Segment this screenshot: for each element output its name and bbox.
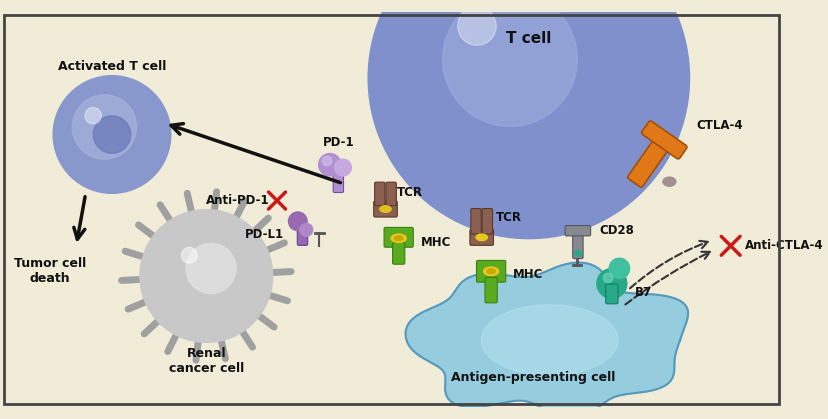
Circle shape xyxy=(94,116,131,153)
Text: TCR: TCR xyxy=(495,211,521,224)
Text: Anti-PD-1: Anti-PD-1 xyxy=(205,194,269,207)
Ellipse shape xyxy=(394,236,402,241)
Text: PD-1: PD-1 xyxy=(322,136,354,149)
Circle shape xyxy=(185,243,236,294)
Circle shape xyxy=(442,0,576,127)
Circle shape xyxy=(368,0,688,238)
Circle shape xyxy=(84,107,101,124)
Ellipse shape xyxy=(662,177,675,186)
Text: Anti-CTLA-4: Anti-CTLA-4 xyxy=(744,239,822,252)
Circle shape xyxy=(181,247,197,263)
Text: MHC: MHC xyxy=(420,236,450,249)
Circle shape xyxy=(457,7,496,45)
Circle shape xyxy=(603,273,612,282)
FancyBboxPatch shape xyxy=(373,201,397,217)
Ellipse shape xyxy=(475,234,487,241)
Ellipse shape xyxy=(391,234,406,243)
Polygon shape xyxy=(480,305,617,375)
Text: Antigen-presenting cell: Antigen-presenting cell xyxy=(450,371,615,384)
FancyBboxPatch shape xyxy=(392,243,404,264)
FancyBboxPatch shape xyxy=(476,261,505,282)
Text: Tumor cell
death: Tumor cell death xyxy=(13,257,86,285)
Ellipse shape xyxy=(486,269,495,274)
Text: Activated T cell: Activated T cell xyxy=(58,60,166,73)
FancyBboxPatch shape xyxy=(572,231,582,259)
FancyBboxPatch shape xyxy=(482,209,492,234)
Text: CD28: CD28 xyxy=(599,224,633,237)
FancyBboxPatch shape xyxy=(484,277,497,303)
FancyBboxPatch shape xyxy=(469,229,493,246)
Circle shape xyxy=(335,159,351,176)
FancyBboxPatch shape xyxy=(470,209,480,234)
Ellipse shape xyxy=(483,267,498,276)
FancyBboxPatch shape xyxy=(627,136,670,187)
Polygon shape xyxy=(405,263,687,416)
Text: Renal
cancer cell: Renal cancer cell xyxy=(168,347,243,375)
Text: T cell: T cell xyxy=(506,31,551,46)
Circle shape xyxy=(54,76,171,193)
Circle shape xyxy=(140,210,272,342)
Text: CTLA-4: CTLA-4 xyxy=(696,119,743,132)
FancyBboxPatch shape xyxy=(383,228,413,247)
Text: PD-L1: PD-L1 xyxy=(244,228,283,241)
FancyBboxPatch shape xyxy=(297,224,307,246)
Circle shape xyxy=(288,212,307,231)
Circle shape xyxy=(609,258,629,279)
Text: MHC: MHC xyxy=(513,268,542,281)
FancyBboxPatch shape xyxy=(333,169,343,192)
Circle shape xyxy=(596,269,626,299)
Text: B7: B7 xyxy=(633,287,651,300)
Circle shape xyxy=(72,95,137,159)
Circle shape xyxy=(322,156,331,166)
FancyBboxPatch shape xyxy=(386,182,396,206)
FancyBboxPatch shape xyxy=(565,225,590,236)
Circle shape xyxy=(318,153,341,176)
FancyBboxPatch shape xyxy=(374,182,384,206)
Circle shape xyxy=(299,223,312,236)
FancyBboxPatch shape xyxy=(641,121,686,159)
Text: TCR: TCR xyxy=(397,186,422,199)
FancyBboxPatch shape xyxy=(605,284,617,304)
Ellipse shape xyxy=(379,206,391,212)
Ellipse shape xyxy=(574,251,581,256)
